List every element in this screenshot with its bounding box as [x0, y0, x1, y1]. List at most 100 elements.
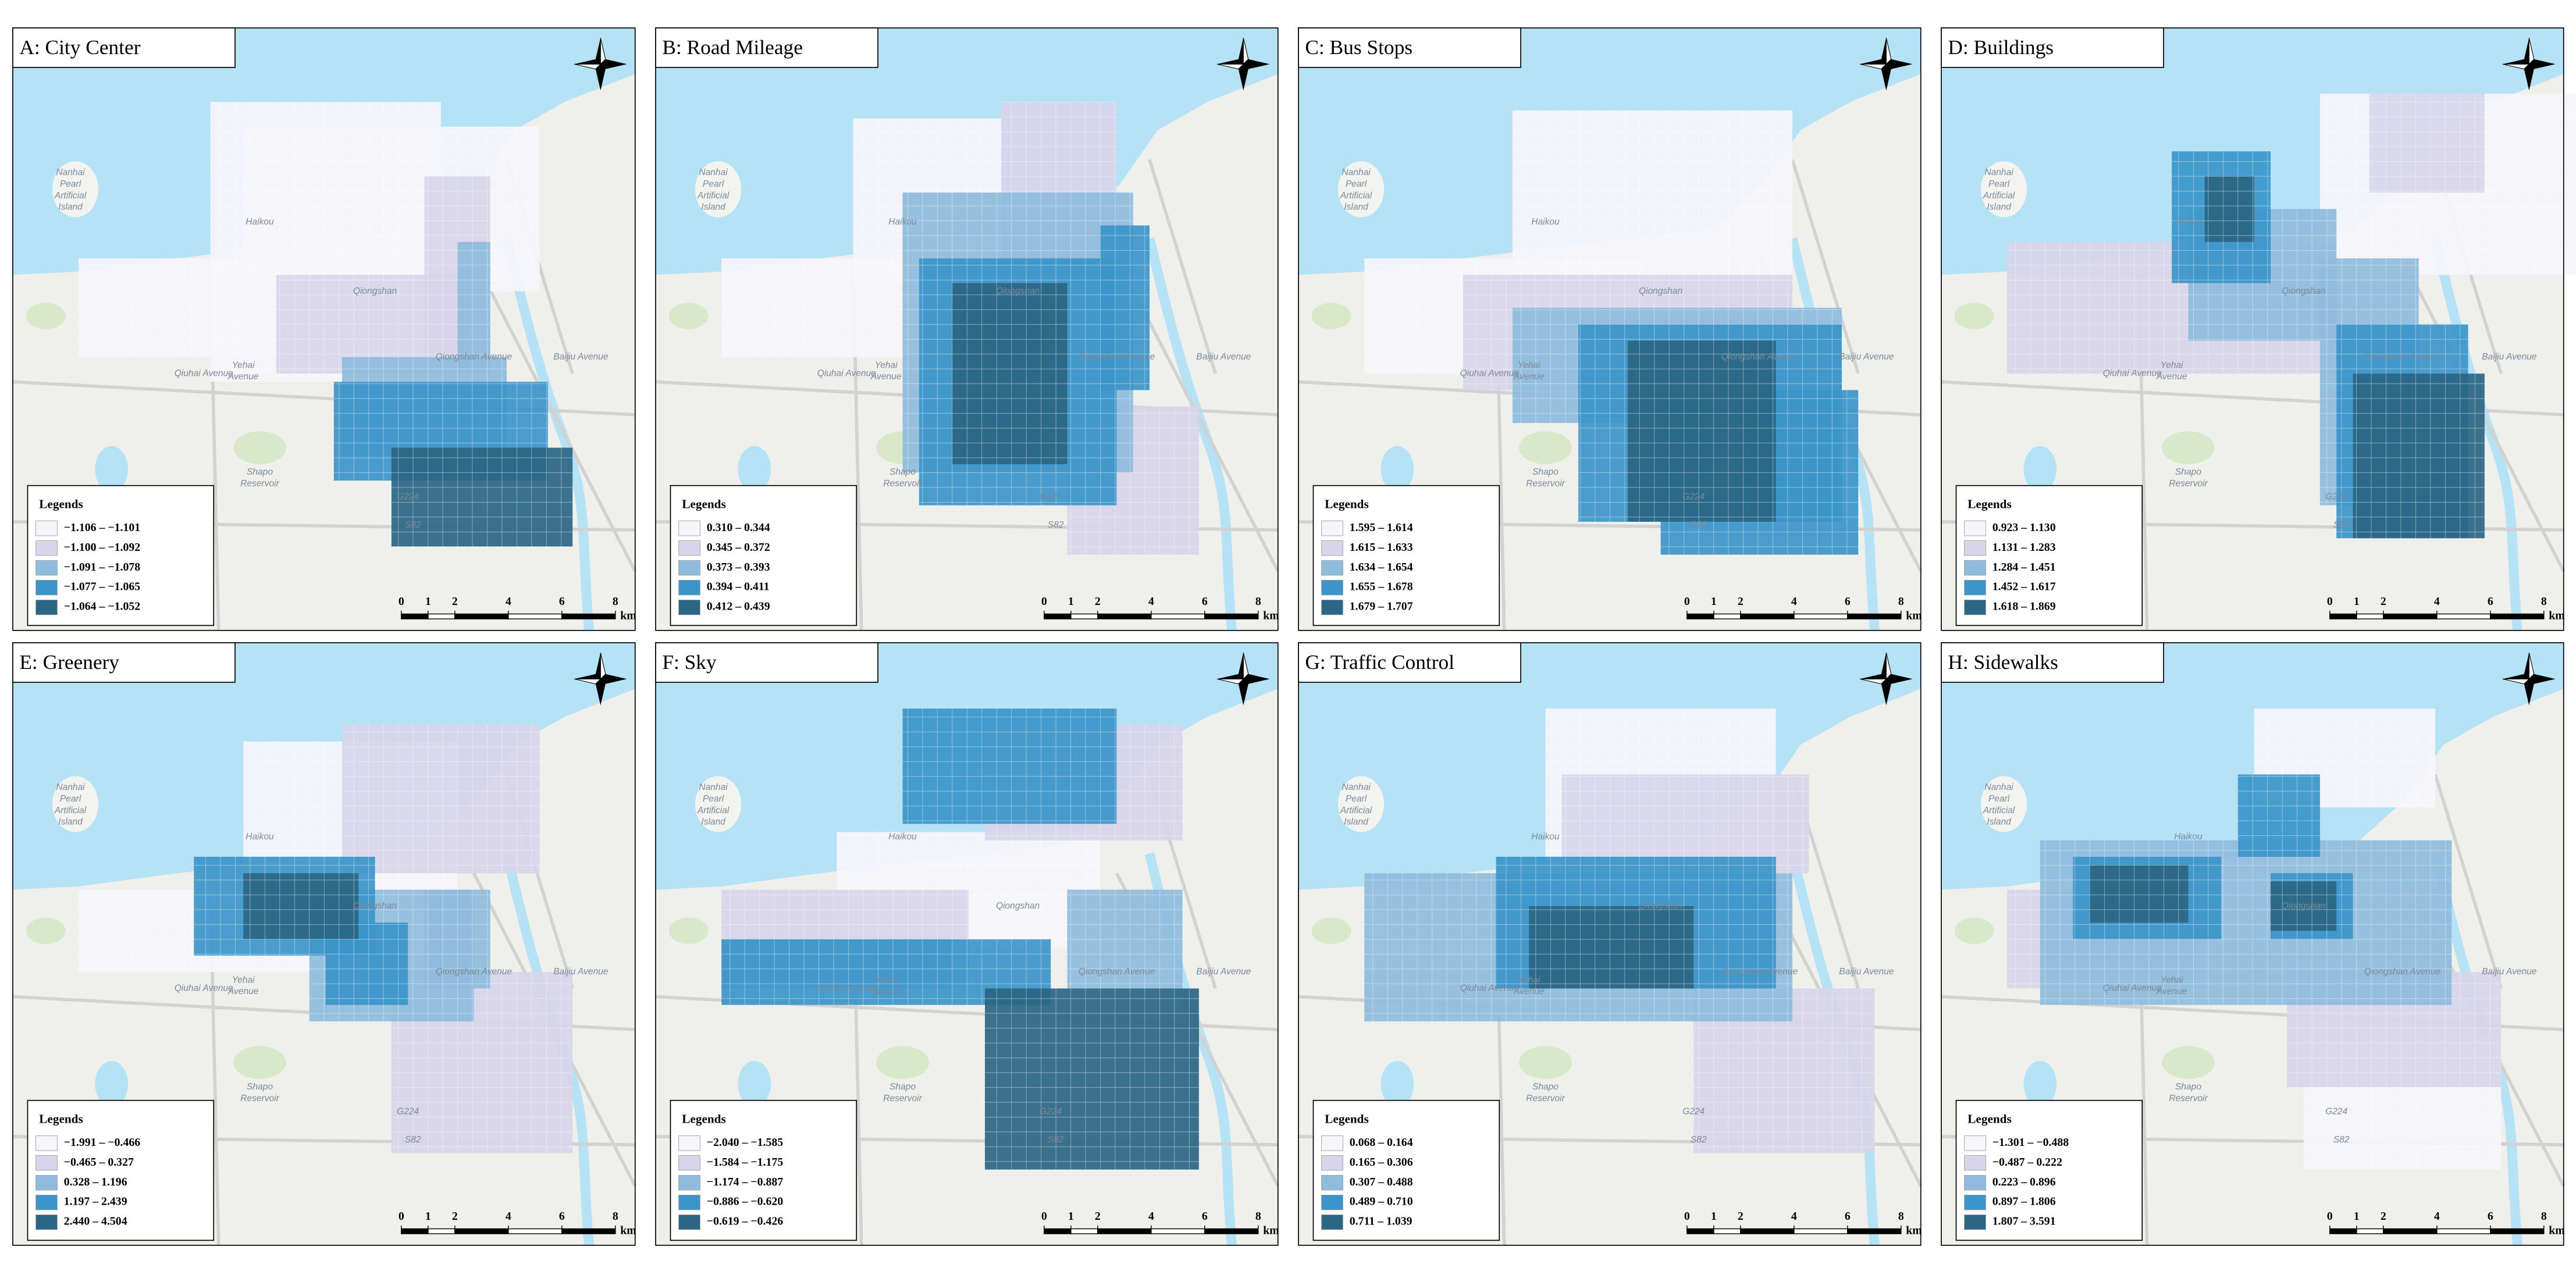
legend-title: Legends: [682, 497, 725, 511]
place-label: S82: [1691, 520, 1707, 530]
scale-segment: [1794, 613, 1848, 619]
scale-segment: [428, 613, 456, 619]
place-label: Qiongshan: [1639, 901, 1682, 911]
green-area: [1519, 1046, 1572, 1079]
legend-label: 1.595 – 1.614: [1350, 521, 1413, 534]
green-area: [26, 917, 66, 944]
north-arrow-half: [1216, 37, 1249, 70]
place-label: G224: [397, 1107, 419, 1117]
panel-frame: [12, 642, 636, 1246]
place-label: Shapo: [247, 467, 273, 477]
legend-label: −1.091 – −1.078: [64, 561, 141, 574]
place-label: Avenue: [227, 987, 259, 996]
place-label: Nanhai: [699, 782, 728, 792]
legend-title: Legends: [39, 1112, 83, 1126]
place-label: G224: [2325, 1107, 2347, 1117]
place-label: Reservoir: [2169, 479, 2208, 489]
place-label: Haikou: [245, 217, 274, 227]
legend-box: [1955, 485, 2143, 626]
place-label: Reservoir: [883, 1094, 922, 1103]
place-label: Pearl: [60, 794, 81, 804]
north-arrow-half: [2502, 37, 2535, 70]
grid-texture: [243, 873, 359, 939]
scale-label: 4: [1148, 1210, 1154, 1223]
place-label: Shapo: [1532, 467, 1559, 477]
green-area: [2162, 1046, 2215, 1079]
place-label: G224: [1040, 492, 1062, 502]
place-label: Artificial: [1340, 191, 1372, 201]
place-label: Reservoir: [883, 479, 922, 489]
place-label: Qiongshan Avenue: [436, 352, 513, 362]
panel-frame: [1941, 642, 2564, 1246]
panel-title: B: Road Mileage: [662, 35, 803, 59]
scale-label: 6: [2488, 595, 2493, 608]
legend-title: Legends: [39, 497, 83, 511]
scale-segment: [401, 1228, 429, 1234]
scale-segment: [428, 1228, 456, 1234]
place-label: Nanhai: [56, 168, 85, 177]
place-label: Baijiu Avenue: [2482, 352, 2537, 362]
place-label: G224: [397, 492, 419, 502]
legend-label: −2.040 – −1.585: [707, 1136, 784, 1149]
title-box: [1941, 642, 2164, 683]
scale-label: 0: [399, 1210, 404, 1223]
panel-frame: [1298, 642, 1922, 1246]
scale-label: 1: [2354, 595, 2360, 608]
legend-label: 1.131 – 1.283: [1993, 541, 2056, 554]
place-label: Avenue: [870, 987, 902, 996]
legend-label: 0.165 – 0.306: [1350, 1156, 1413, 1169]
legend-label: 1.807 – 3.591: [1993, 1215, 2056, 1228]
road: [2433, 774, 2503, 989]
legend-label: 1.284 – 1.451: [1993, 561, 2056, 574]
title-box: [12, 27, 236, 68]
grid-texture: [243, 126, 540, 291]
legend-swatch: [1964, 600, 1986, 615]
reservoir: [2023, 1060, 2057, 1108]
legend-label: 0.373 – 0.393: [707, 561, 770, 574]
scale-segment: [1740, 1228, 1795, 1234]
panel-frame: [655, 27, 1279, 631]
legend-swatch: [1321, 600, 1343, 615]
legend-label: 0.068 – 0.164: [1350, 1136, 1413, 1149]
legend-swatch: [35, 1155, 58, 1171]
scale-label: 4: [1791, 595, 1797, 608]
place-label: S82: [2333, 1135, 2350, 1145]
place-label: S82: [405, 520, 421, 530]
scale-label: 0: [1684, 1210, 1690, 1223]
legend-swatch: [1964, 540, 1986, 556]
legend-box: [27, 1099, 215, 1241]
scale-segment: [401, 613, 429, 619]
place-label: Island: [1344, 202, 1369, 212]
island: [695, 161, 742, 218]
place-label: Qiuhai Avenue: [1460, 983, 1519, 993]
panel-title: D: Buildings: [1948, 35, 2054, 59]
green-area: [876, 1046, 929, 1079]
legend-label: −0.465 – 0.327: [64, 1156, 134, 1169]
legend-swatch: [678, 1195, 700, 1210]
reservoir: [1380, 1060, 1414, 1108]
grid-texture: [1628, 340, 1776, 522]
legend-label: 1.615 – 1.633: [1350, 541, 1413, 554]
scale-label: 1: [1711, 1210, 1717, 1223]
place-label: Haikou: [2174, 217, 2203, 227]
legend-label: −1.584 – −1.175: [707, 1156, 784, 1169]
scale-label: 6: [1845, 1210, 1851, 1223]
scale-segment: [1713, 613, 1741, 619]
grid-texture: [2204, 176, 2254, 242]
scale-segment: [1204, 613, 1259, 619]
road: [472, 257, 637, 572]
legend-swatch: [1321, 560, 1343, 576]
place-label: Shapo: [889, 1082, 916, 1092]
place-label: Qiuhai Avenue: [817, 368, 876, 378]
legend-label: 1.452 – 1.617: [1993, 581, 2056, 593]
scale-label: 2: [1095, 1210, 1101, 1223]
green-area: [1311, 917, 1351, 944]
place-label: Yehai: [1518, 360, 1540, 370]
north-arrow-half: [1216, 652, 1249, 685]
legend-title: Legends: [1967, 497, 2011, 511]
place-label: Shapo: [2175, 467, 2201, 477]
scale-label: 8: [613, 1210, 618, 1223]
legend-label: −1.100 – −1.092: [64, 541, 141, 554]
